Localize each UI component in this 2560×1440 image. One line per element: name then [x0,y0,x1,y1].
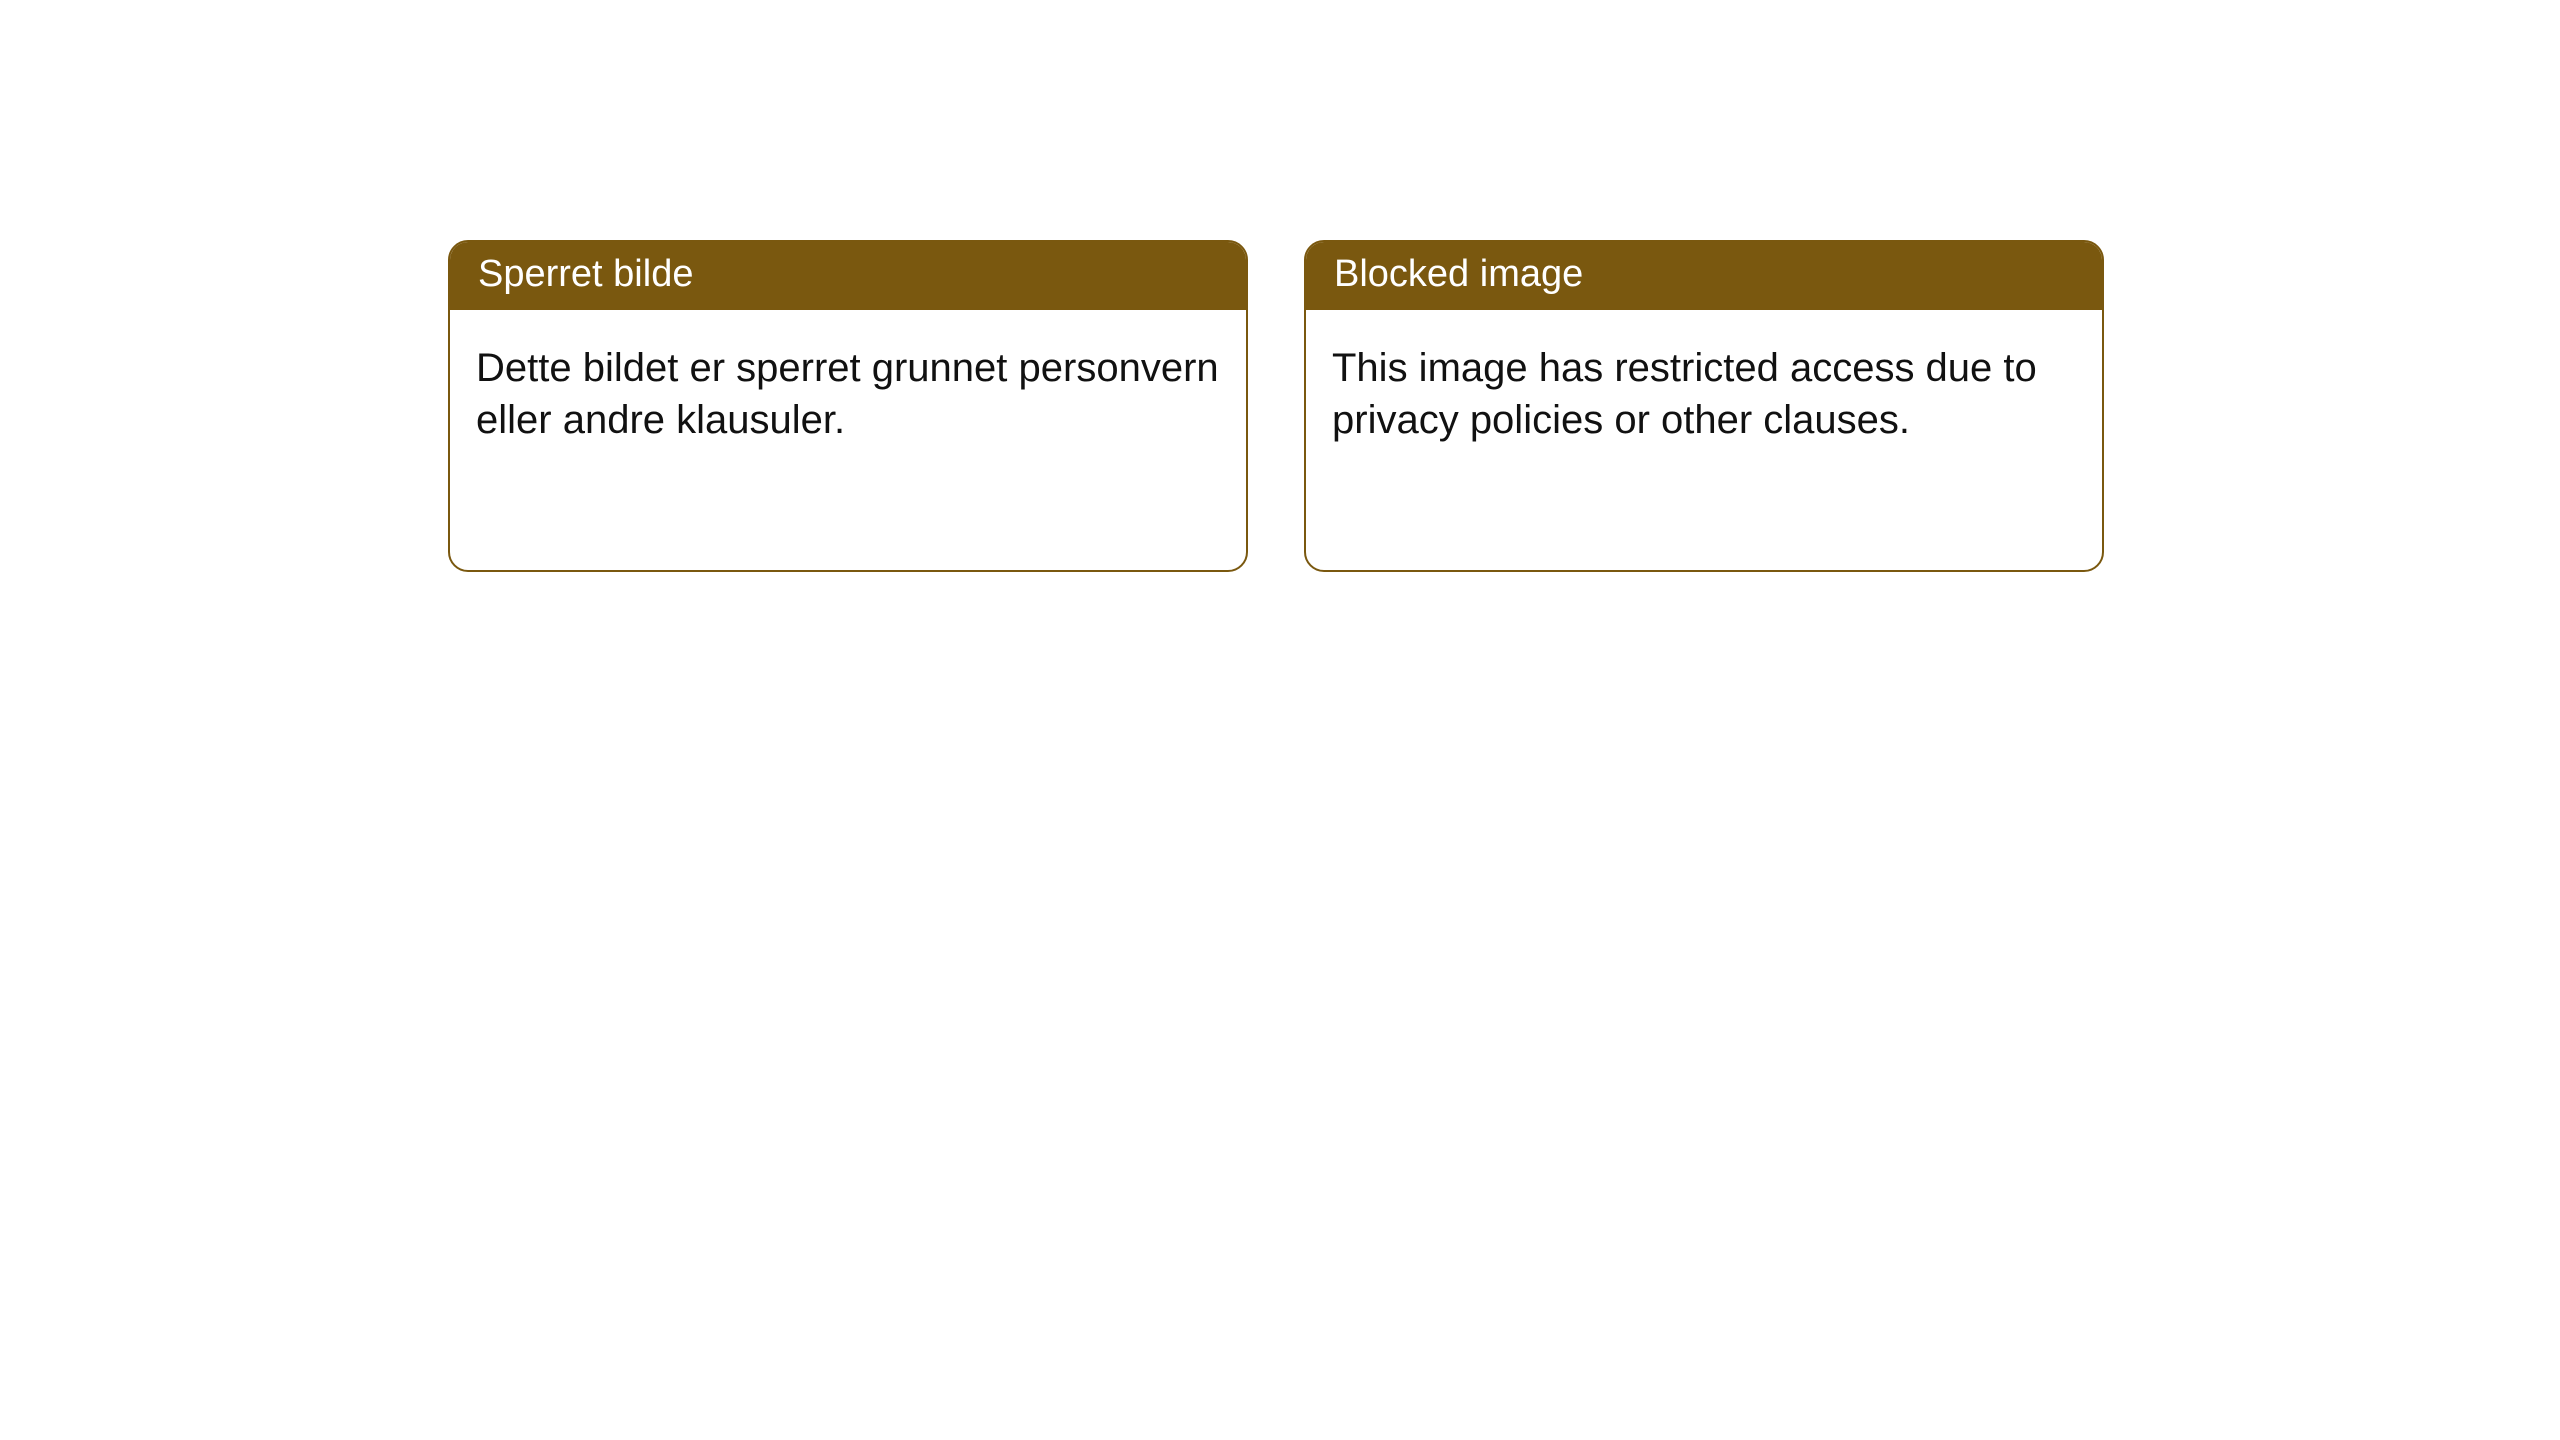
blocked-image-card-norwegian: Sperret bilde Dette bildet er sperret gr… [448,240,1248,572]
card-body-norwegian: Dette bildet er sperret grunnet personve… [450,310,1246,478]
card-header-norwegian: Sperret bilde [450,242,1246,310]
blocked-image-card-english: Blocked image This image has restricted … [1304,240,2104,572]
card-header-english: Blocked image [1306,242,2102,310]
blocked-image-cards: Sperret bilde Dette bildet er sperret gr… [448,240,2560,572]
card-body-english: This image has restricted access due to … [1306,310,2102,478]
